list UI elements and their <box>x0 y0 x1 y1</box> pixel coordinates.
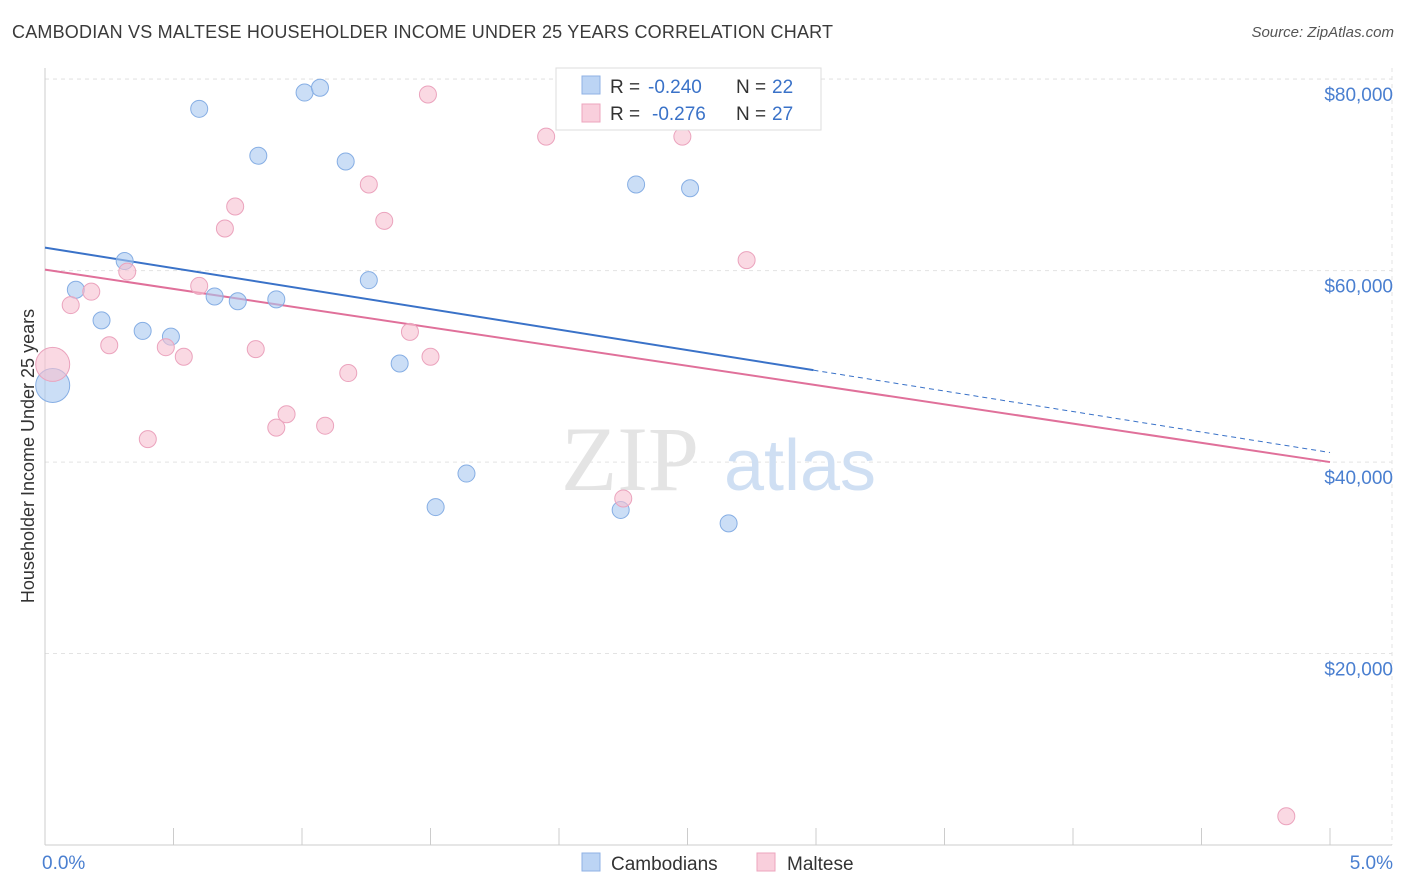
point-maltese-2 <box>82 282 101 301</box>
trend-line-maltese <box>44 268 1331 464</box>
y-tick-label-20000: $20,000 <box>1324 660 1393 681</box>
point-cambodians-21 <box>719 514 738 533</box>
axes <box>44 68 1392 846</box>
point-cambodians-12 <box>310 78 329 97</box>
point-cambodians-6 <box>190 99 209 118</box>
data-points <box>35 78 1296 826</box>
chart-title: CAMBODIAN VS MALTESE HOUSEHOLDER INCOME … <box>12 22 834 42</box>
point-maltese-12 <box>267 418 286 437</box>
point-maltese-20 <box>418 85 437 104</box>
point-maltese-10 <box>226 197 245 216</box>
point-maltese-18 <box>400 322 419 341</box>
point-cambodians-10 <box>267 290 286 309</box>
point-maltese-4 <box>118 262 137 281</box>
point-cambodians-7 <box>205 287 224 306</box>
point-maltese-7 <box>174 347 193 366</box>
source-label: Source: ZipAtlas.com <box>1251 24 1394 41</box>
bottom-legend-swatch-cambodians <box>581 852 601 872</box>
legend-box: R = -0.240 N = 22 R = -0.276 N = 27 <box>555 67 822 131</box>
legend-r-value-cambodians: -0.240 <box>648 77 702 98</box>
point-maltese-15 <box>339 364 358 383</box>
bottom-legend: Cambodians Maltese <box>581 852 854 875</box>
y-axis-label: Householder Income Under 25 years <box>18 309 38 603</box>
legend-n-value-cambodians: 22 <box>772 77 793 98</box>
grid-lines <box>45 68 1393 845</box>
watermark: ZIP atlas <box>561 408 876 510</box>
legend-swatch-maltese <box>581 103 601 123</box>
point-cambodians-16 <box>426 498 445 517</box>
watermark-atlas: atlas <box>724 426 876 506</box>
point-maltese-17 <box>375 211 394 230</box>
y-tick-label-60000: $60,000 <box>1324 277 1393 298</box>
tick-labels: $20,000 $40,000 $60,000 $80,000 0.0% 5.0% <box>42 85 1393 874</box>
bottom-legend-maltese: Maltese <box>787 854 854 875</box>
point-cambodians-13 <box>336 152 355 171</box>
point-maltese-24 <box>673 127 692 146</box>
point-cambodians-9 <box>249 146 268 165</box>
point-maltese-25 <box>737 251 756 270</box>
point-maltese-8 <box>190 276 209 295</box>
point-maltese-1 <box>61 296 80 315</box>
x-tick-label-end: 5.0% <box>1350 853 1393 874</box>
point-maltese-13 <box>277 405 296 424</box>
point-maltese-9 <box>215 219 234 238</box>
point-cambodians-11 <box>295 83 314 102</box>
point-maltese-5 <box>138 430 157 449</box>
point-cambodians-4 <box>133 321 152 340</box>
point-maltese-16 <box>359 175 378 194</box>
point-cambodians-2 <box>92 311 111 330</box>
point-maltese-0 <box>35 346 71 382</box>
legend-r-label-cambodians: R = <box>610 77 640 98</box>
bottom-legend-swatch-maltese <box>756 852 776 872</box>
point-cambodians-19 <box>627 175 646 194</box>
trend-line-cambodians <box>44 246 814 372</box>
trend-lines <box>44 246 1331 464</box>
y-tick-label-40000: $40,000 <box>1324 468 1393 489</box>
point-cambodians-1 <box>66 280 85 299</box>
point-cambodians-15 <box>390 354 409 373</box>
point-maltese-6 <box>156 338 175 357</box>
legend-n-label-maltese: N = <box>736 104 766 125</box>
y-tick-label-80000: $80,000 <box>1324 85 1393 106</box>
legend-n-value-maltese: 27 <box>772 104 793 125</box>
point-maltese-19 <box>421 347 440 366</box>
legend-n-label-cambodians: N = <box>736 77 766 98</box>
point-maltese-11 <box>246 340 265 359</box>
point-cambodians-17 <box>457 464 476 483</box>
point-cambodians-14 <box>359 271 378 290</box>
trend-line-extension-cambodians <box>813 369 1331 453</box>
bottom-legend-cambodians: Cambodians <box>611 854 718 875</box>
point-cambodians-8 <box>228 292 247 311</box>
legend-swatch-cambodians <box>581 75 601 95</box>
point-maltese-21 <box>537 127 556 146</box>
point-maltese-3 <box>100 336 119 355</box>
point-maltese-22 <box>614 489 633 508</box>
legend-r-value-maltese: -0.276 <box>652 104 706 125</box>
point-cambodians-20 <box>681 179 700 198</box>
point-maltese-14 <box>316 416 335 435</box>
x-tick-label-start: 0.0% <box>42 853 85 874</box>
legend-r-label-maltese: R = <box>610 104 640 125</box>
point-maltese-26 <box>1277 807 1296 826</box>
